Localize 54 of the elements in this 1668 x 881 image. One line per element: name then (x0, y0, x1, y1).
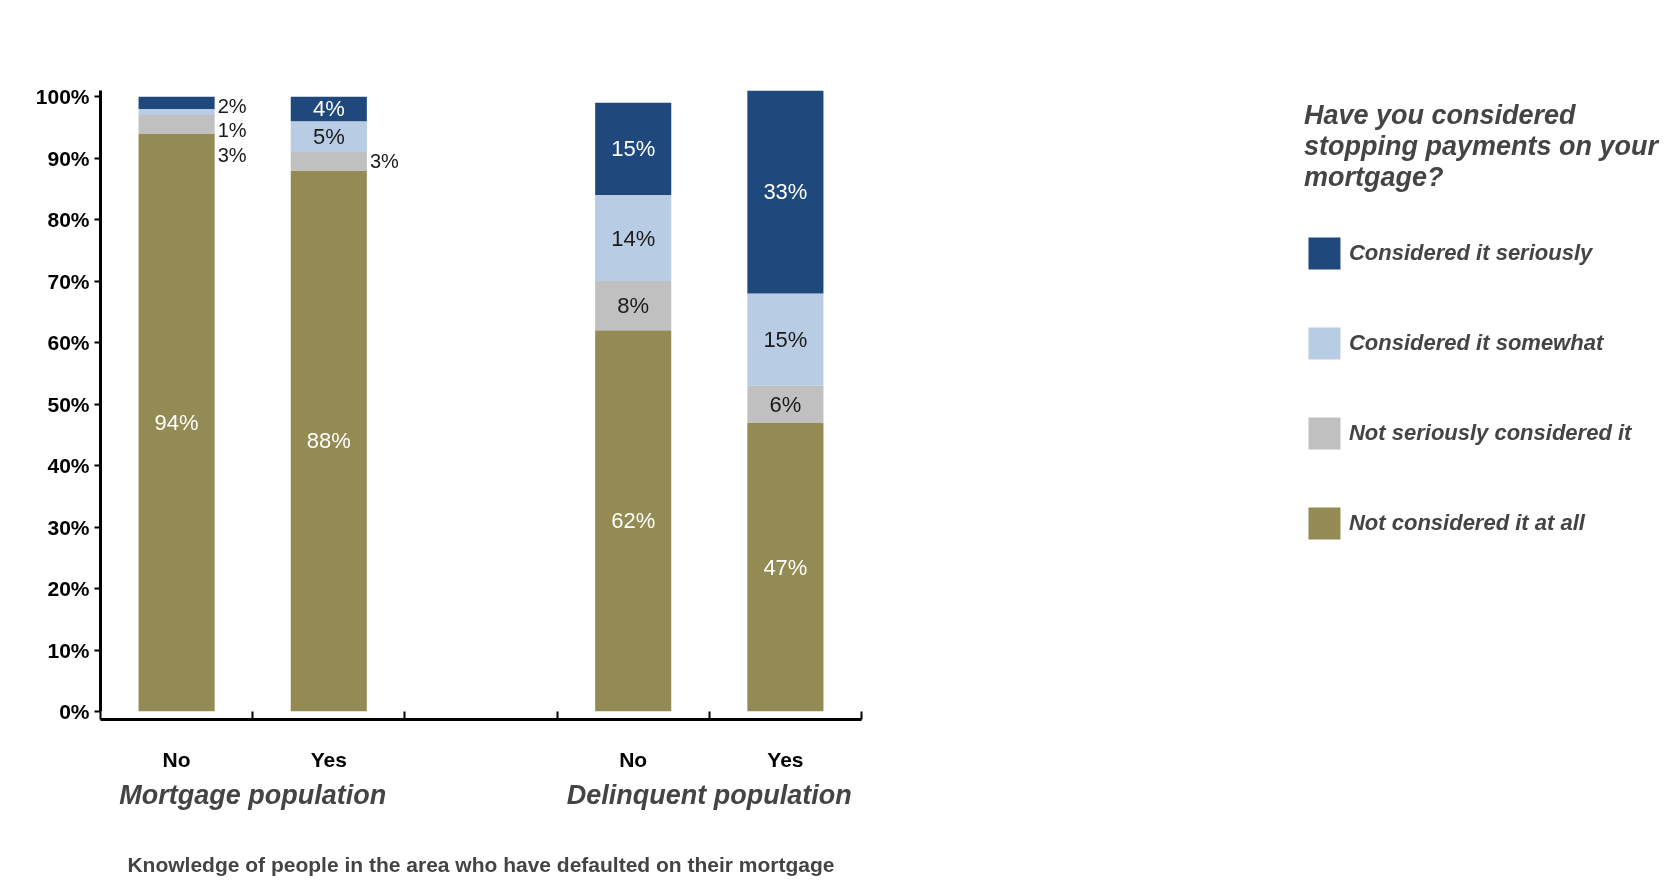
data-label: 14% (611, 225, 656, 251)
bar (138, 115, 215, 134)
bar (747, 422, 824, 712)
x-tick-label: Yes (310, 747, 347, 771)
text: Delinquent population (566, 779, 852, 810)
y-tick-label: 0% (59, 700, 90, 723)
data-label: 4% (312, 96, 345, 122)
text: Mortgage population (119, 779, 387, 810)
data-label: 3% (217, 144, 247, 167)
y-tick-label: 80% (47, 208, 90, 232)
bar (747, 385, 824, 423)
data-label: 5% (312, 124, 345, 150)
bar (290, 151, 367, 171)
data-label: 8% (617, 293, 650, 319)
y-tick-label: 50% (47, 392, 90, 416)
bar (595, 330, 672, 712)
y-tick-label: 30% (47, 515, 90, 539)
y-tick-label: 20% (47, 577, 90, 601)
data-label: 15% (611, 136, 656, 162)
bar (138, 133, 215, 712)
data-label: 15% (763, 327, 808, 353)
legend-title: Have you considered stopping payments on your mortgage? (1303, 100, 1658, 193)
x-axis-title: Knowledge of people in the area who have defaulted on their mortgage (127, 852, 835, 876)
legend-label: Not seriously considered it (1348, 420, 1632, 446)
legend-label: Considered it seriously (1348, 240, 1593, 266)
data-label: 33% (763, 179, 808, 205)
y-tick-label: 100% (35, 85, 90, 109)
bar (595, 281, 672, 331)
data-label: 47% (763, 554, 808, 580)
data-label: 62% (611, 508, 656, 534)
x-tick-label: No (619, 747, 648, 771)
x-tick-label: No (162, 747, 191, 771)
data-label: 88% (306, 428, 351, 454)
y-tick-label: 90% (47, 146, 90, 170)
bar (290, 170, 367, 712)
data-label: 6% (769, 391, 802, 417)
bar (138, 96, 215, 109)
bar (138, 108, 215, 116)
y-tick-label: 70% (47, 269, 90, 293)
bar (747, 293, 824, 386)
bar (595, 195, 672, 282)
y-tick-label: 60% (47, 331, 90, 355)
data-label: 1% (217, 119, 247, 142)
y-tick-label: 10% (47, 638, 90, 662)
data-label: 3% (369, 150, 400, 173)
data-label: 94% (154, 410, 199, 436)
bar (595, 102, 672, 196)
legend-label: Considered it somewhat (1348, 330, 1604, 356)
y-tick-label: 40% (47, 454, 90, 478)
bar (290, 121, 367, 152)
x-tick-label: Yes (767, 747, 804, 771)
bar (747, 90, 824, 294)
data-label: 2% (217, 94, 247, 117)
legend-label: Not considered it at all (1348, 510, 1585, 536)
